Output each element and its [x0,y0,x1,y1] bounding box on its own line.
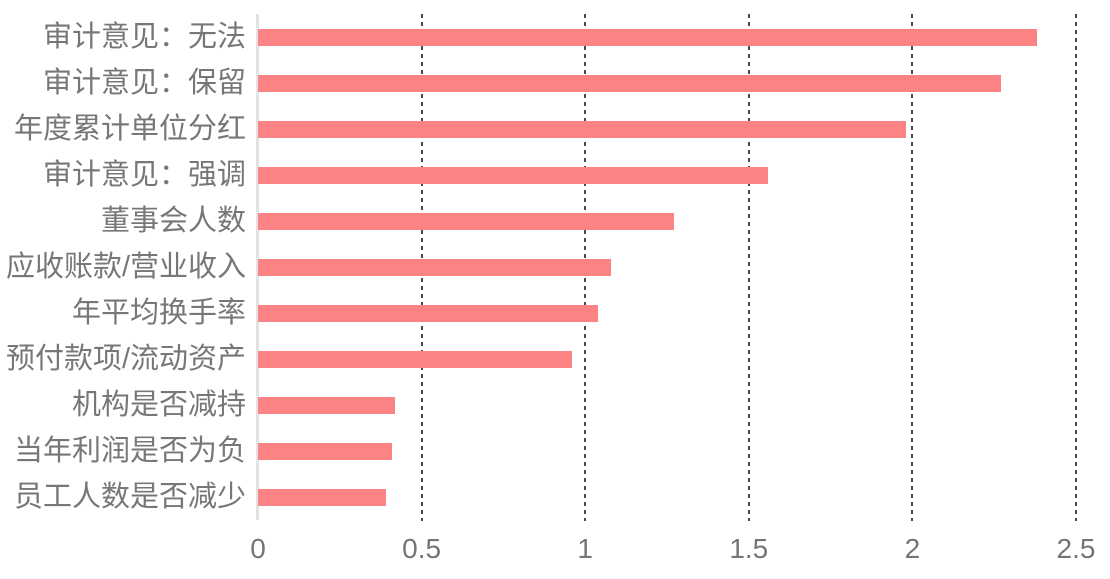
y-axis-label: 审计意见：保留 [42,67,246,99]
y-axis-label: 审计意见：强调 [42,159,246,191]
bar [258,304,599,322]
bar [258,488,386,506]
bar [258,120,906,138]
y-axis-line [256,14,259,520]
x-axis-tick-label: 0 [250,533,266,564]
bar [258,350,573,368]
y-axis-label: 员工人数是否减少 [13,481,246,513]
gridline-2.5 [1075,14,1077,521]
bar [258,166,769,184]
y-axis-label: 年度累计单位分红 [13,113,246,145]
gridline-2 [911,14,914,521]
x-axis-tick-label: 2.5 [1056,533,1096,564]
y-axis-label: 董事会人数 [100,205,246,237]
y-axis-label: 年平均换手率 [71,297,246,329]
x-axis-tick-label: 2 [904,533,921,564]
x-axis-tick-label: 1.5 [729,533,769,564]
bar [258,74,1001,92]
y-axis-label: 预付款项/流动资产 [5,343,246,375]
gridline-1.5 [747,14,750,521]
bar [258,396,396,414]
bar [258,258,612,276]
bar [258,442,393,460]
x-axis-tick-label: 1 [577,533,593,564]
y-axis-label: 当年利润是否为负 [13,435,246,467]
y-axis-label: 机构是否减持 [71,389,246,421]
bar [258,28,1037,46]
x-axis-tick-label: 0.5 [402,533,442,564]
bar [258,212,674,230]
y-axis-label: 审计意见：无法 [42,21,246,53]
y-axis-label: 应收账款/营业收入 [5,251,246,283]
